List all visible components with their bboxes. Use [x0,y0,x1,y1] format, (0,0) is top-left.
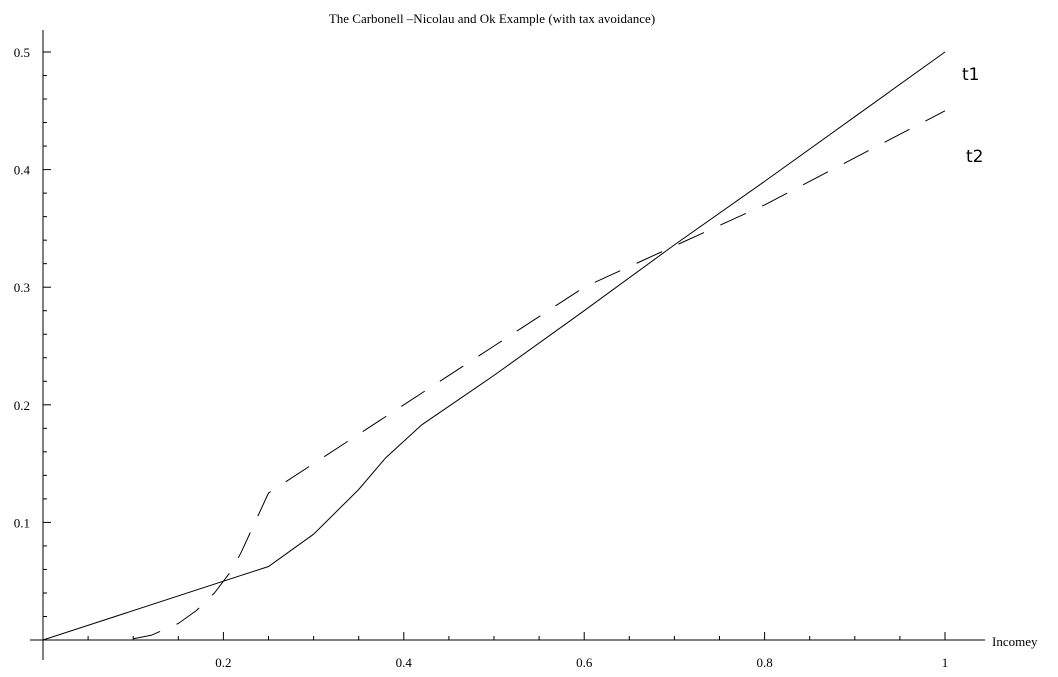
x-tick-label: 1 [942,655,949,670]
chart-title: The Carbonell –Nicolau and Ok Example (w… [329,11,655,26]
x-axis-ticks: 0.2 0.4 0.6 0.8 1 [87,632,949,670]
series-label-t2: t2 [966,147,983,167]
y-tick-label: 0.4 [14,163,31,178]
series-line-t1 [42,51,946,641]
x-tick-label: 0.4 [396,655,413,670]
series-layer [42,51,946,641]
x-tick-label: 0.8 [756,655,772,670]
y-axis-ticks: 0.1 0.2 0.3 0.4 0.5 [14,45,51,617]
y-tick-label: 0.5 [14,45,30,60]
series-label-t1: t1 [962,65,979,85]
y-tick-label: 0.1 [14,515,30,530]
series-line-t2 [133,110,946,640]
x-tick-label: 0.2 [215,655,231,670]
x-tick-label: 0.6 [576,655,593,670]
y-tick-label: 0.2 [14,398,30,413]
x-axis-label: Incomey [992,634,1038,649]
axes [30,30,985,660]
y-tick-label: 0.3 [14,280,30,295]
